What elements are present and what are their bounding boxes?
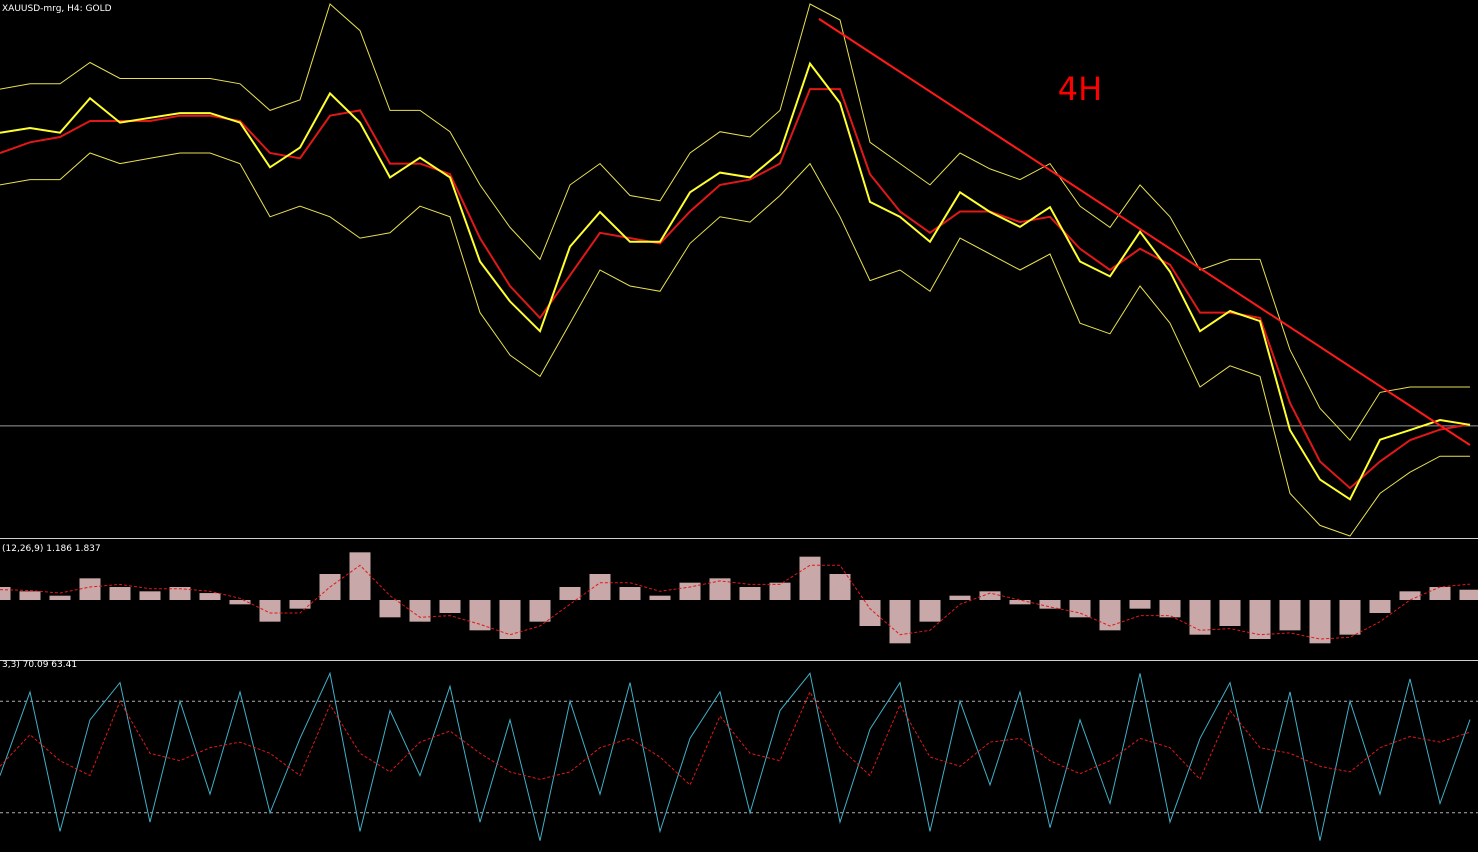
annotation: 4H [1058,70,1102,108]
macd-bar [1369,600,1391,613]
series-line [0,564,1471,640]
macd-bar [49,595,71,600]
macd-bar [529,600,551,622]
macd-bar [559,587,581,600]
macd-bar [79,578,101,600]
macd-bar [1429,587,1451,600]
macd-bar [1339,600,1361,635]
series-line [0,88,1471,490]
macd-bar [1009,600,1031,605]
series-line [0,3,1470,442]
macd-bar [349,552,371,600]
macd-bar [949,595,971,600]
panel-label: (12,26,9) 1.186 1.837 [2,544,101,554]
macd-bar [409,600,431,622]
macd-bar [1159,600,1181,618]
series-line [0,61,1471,501]
macd-bar [1219,600,1241,626]
macd-bar [1279,600,1301,631]
macd-bar [259,600,281,622]
series-line [0,690,1471,786]
macd-bar [229,600,251,605]
panel-label: XAUUSD-mrg, H4: GOLD [2,4,112,14]
macd-bar [919,600,941,622]
macd-bar [619,587,641,600]
macd-bar [589,574,611,600]
macd-bar [1099,600,1121,631]
macd-bar [379,600,401,618]
macd-bar [439,600,461,613]
macd-bar [1129,600,1151,609]
macd-bar [469,600,491,631]
macd-bar [1189,600,1211,635]
macd-bar [0,587,11,600]
macd-bar [199,593,221,600]
macd-bar [109,587,131,600]
macd-bar [649,595,671,600]
macd-bar [1459,589,1478,600]
macd-bar [499,600,521,639]
macd-bar [739,587,761,600]
macd-bar [139,591,161,600]
macd-bar [679,582,701,600]
series-line [0,671,1471,841]
macd-bar [889,600,911,644]
macd-bar [709,578,731,600]
macd-bar [1039,600,1061,609]
macd-bar [1309,600,1331,644]
panel-label: 3,3) 70.09 63.41 [2,660,77,670]
macd-bar [859,600,881,626]
macd-bar [169,587,191,600]
macd-bar [1399,591,1421,600]
macd-bar [1249,600,1271,639]
trendline [818,18,1471,446]
macd-bar [799,556,821,600]
macd-bar [1069,600,1091,618]
series-line [0,152,1470,537]
macd-bar [19,591,41,600]
macd-bar [769,582,791,600]
macd-bar [829,574,851,600]
macd-bar [979,591,1001,600]
macd-bar [289,600,311,609]
